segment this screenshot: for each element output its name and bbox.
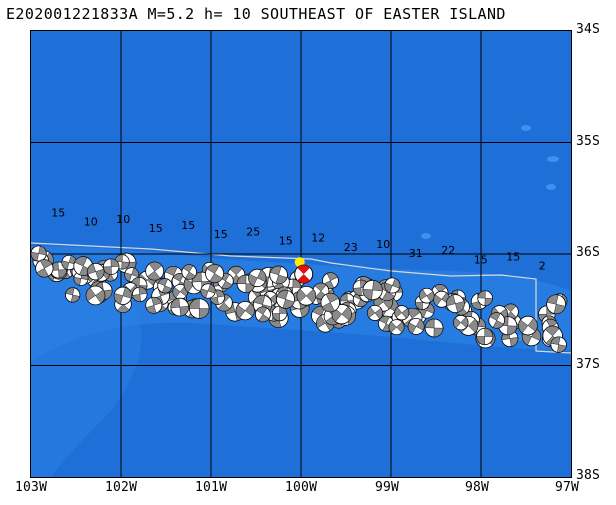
main-event — [294, 257, 314, 284]
focal-mechanism — [157, 278, 173, 294]
graticule — [31, 31, 571, 477]
focal-mechanism — [394, 305, 410, 321]
magnitude-label: 2 — [539, 260, 546, 273]
main-event-mechanism — [294, 264, 314, 284]
focal-mechanism — [477, 290, 493, 306]
focal-mechanism — [65, 287, 81, 303]
seamount — [421, 233, 431, 239]
longitude-label: 100W — [285, 480, 318, 495]
focal-mechanism — [550, 336, 567, 353]
magnitude-label: 15 — [149, 222, 163, 235]
longitude-label: 103W — [15, 480, 48, 495]
focal-mechanism — [476, 327, 494, 346]
focal-mechanism — [546, 294, 567, 315]
focal-mechanism — [502, 303, 519, 320]
focal-mechanism — [320, 292, 340, 313]
focal-mechanism — [521, 327, 542, 347]
focal-mechanism — [132, 286, 148, 303]
magnitude-label: 12 — [311, 232, 325, 245]
focal-mechanism — [31, 245, 47, 262]
magnitude-label: 15 — [279, 234, 293, 247]
focal-mechanism — [113, 286, 132, 305]
focal-mechanism — [271, 305, 288, 322]
focal-mechanism — [296, 285, 317, 306]
focal-mechanism — [200, 283, 216, 299]
magnitude-label: 10 — [376, 238, 390, 251]
focal-mechanism — [362, 279, 383, 301]
magnitude-label: 25 — [246, 225, 260, 238]
focal-mechanism — [322, 272, 339, 290]
magnitude-labels: 15 10 10 15 15 15 25 15 12 23 10 31 22 15 15 2 — [51, 207, 546, 273]
focal-mechanism — [269, 265, 288, 285]
focal-mechanism — [170, 297, 190, 317]
focal-mechanism — [518, 315, 538, 336]
longitude-label: 98W — [465, 480, 490, 495]
focal-mechanism — [124, 267, 140, 283]
latitude-label: 37S — [576, 356, 601, 372]
magnitude-label: 15 — [474, 253, 488, 266]
longitude-label: 102W — [105, 480, 138, 495]
magnitude-label: 31 — [409, 247, 423, 260]
focal-mechanism — [188, 298, 210, 319]
magnitude-label: 22 — [441, 244, 455, 257]
longitude-label: 101W — [195, 480, 228, 495]
focal-mechanism — [388, 319, 405, 336]
latitude-label: 35S — [576, 133, 601, 149]
focal-mechanism — [35, 259, 54, 278]
focal-mechanism — [85, 285, 106, 306]
focal-mechanism — [102, 258, 120, 275]
focal-mechanism — [424, 318, 444, 338]
focal-mechanism — [407, 317, 425, 335]
latitude-label: 38S — [576, 468, 601, 483]
focal-mechanisms — [31, 245, 568, 353]
focal-mechanism — [418, 287, 435, 304]
focal-mechanism — [453, 314, 469, 331]
seamount — [547, 156, 559, 162]
focal-mechanism — [181, 264, 197, 280]
focal-mechanism — [488, 312, 505, 329]
focal-mechanism — [445, 294, 465, 314]
longitude-label: 97W — [555, 480, 580, 495]
latitude-label: 36S — [576, 245, 601, 260]
seismicity-map: 15 10 10 15 15 15 25 15 12 23 10 31 22 15 15 2 — [30, 30, 572, 478]
epicenter-marker — [294, 257, 305, 268]
focal-mechanism — [145, 296, 163, 314]
magnitude-label: 10 — [116, 213, 130, 226]
longitude-label: 99W — [375, 480, 400, 495]
magnitude-label: 15 — [506, 250, 520, 263]
seamount — [546, 184, 556, 190]
bathymetry-channel — [31, 270, 142, 477]
magnitude-label: 23 — [344, 241, 358, 254]
focal-mechanism — [276, 289, 295, 309]
focal-mechanism — [384, 277, 401, 294]
focal-mechanism — [87, 262, 105, 281]
magnitude-label: 15 — [214, 228, 228, 241]
focal-mechanism — [255, 306, 271, 323]
map-canvas: 15 10 10 15 15 15 25 15 12 23 10 31 22 15 15 2 — [31, 31, 571, 477]
seamount — [521, 125, 531, 131]
magnitude-label: 10 — [84, 216, 98, 229]
map-title: E202001221833A M=5.2 h= 10 SOUTHEAST OF … — [6, 5, 506, 23]
magnitude-label: 15 — [51, 207, 65, 220]
focal-mechanism — [145, 261, 165, 281]
latitude-label: 34S — [576, 22, 601, 37]
focal-mechanism — [248, 268, 267, 288]
focal-mechanism — [235, 301, 255, 321]
magnitude-label: 15 — [181, 219, 195, 232]
focal-mechanism — [205, 264, 225, 283]
focal-mechanism — [501, 330, 519, 348]
